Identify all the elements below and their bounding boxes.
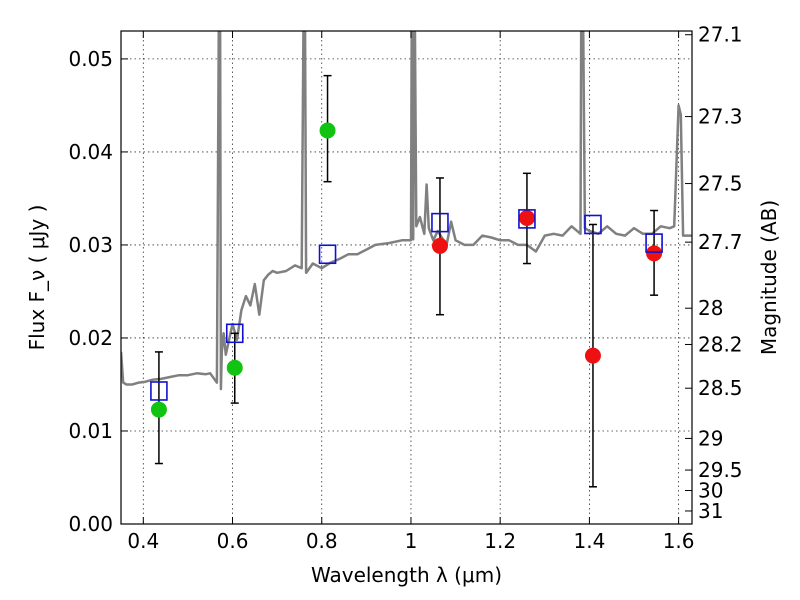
y-axis-label: Flux F_ν ( μJy )	[25, 205, 49, 351]
model-point	[645, 233, 663, 253]
model-spectrum	[121, 31, 692, 391]
y-tick-label: 0.04	[68, 140, 113, 164]
right-tick-label: 28	[698, 296, 723, 320]
data-points	[150, 122, 663, 418]
x-tick-label: 1.2	[484, 529, 516, 553]
right-tick-label: 29.5	[698, 458, 743, 482]
data-point	[150, 401, 167, 418]
x-tick-label: 1.6	[663, 529, 695, 553]
right-tick-label: 30	[698, 479, 723, 503]
model-point	[584, 214, 602, 235]
x-tick-label: 0.6	[217, 529, 249, 553]
right-tick-label: 28.2	[698, 332, 743, 356]
x-tick-label: 0.8	[306, 529, 338, 553]
right-tick-label: 28.5	[698, 376, 743, 400]
right-tick-label: 27.3	[698, 105, 743, 129]
data-point	[646, 245, 663, 262]
right-tick-label: 27.7	[698, 230, 743, 254]
x-tick-label: 1	[405, 529, 418, 553]
model-point	[225, 323, 244, 344]
spectrum-line	[121, 31, 692, 391]
model-point	[431, 212, 449, 233]
right-axis-label: Magnitude (AB)	[757, 200, 781, 355]
plot-frame	[120, 30, 693, 525]
data-point	[584, 347, 601, 364]
right-tick-label: 27.1	[698, 23, 743, 47]
y-tick-label: 0.01	[68, 419, 113, 443]
right-tick-label: 27.5	[698, 172, 743, 196]
right-tick-label: 31	[698, 499, 723, 523]
y-tick-label: 0.02	[68, 326, 113, 350]
data-point	[319, 122, 336, 139]
y-tick-label: 0.05	[68, 47, 113, 71]
model-point	[150, 381, 168, 401]
right-tick-label: 29	[698, 426, 723, 450]
model-point	[518, 209, 536, 229]
data-point	[226, 359, 243, 376]
data-point	[518, 209, 535, 226]
x-tick-label: 0.4	[127, 529, 159, 553]
y-tick-label: 0.00	[68, 512, 113, 536]
data-point	[431, 237, 448, 254]
x-axis-label: Wavelength λ (μm)	[311, 563, 502, 587]
model-point	[318, 244, 337, 265]
y-tick-label: 0.03	[68, 233, 113, 257]
x-tick-label: 1.4	[573, 529, 605, 553]
grid-lines	[121, 31, 692, 525]
axis-ticks: 0.4 0.6 0.8 1 1.2 1.4 1.6 0.00 0.01 0.02 0.03 0.04 0…	[68, 23, 742, 553]
error-bars	[154, 74, 659, 488]
